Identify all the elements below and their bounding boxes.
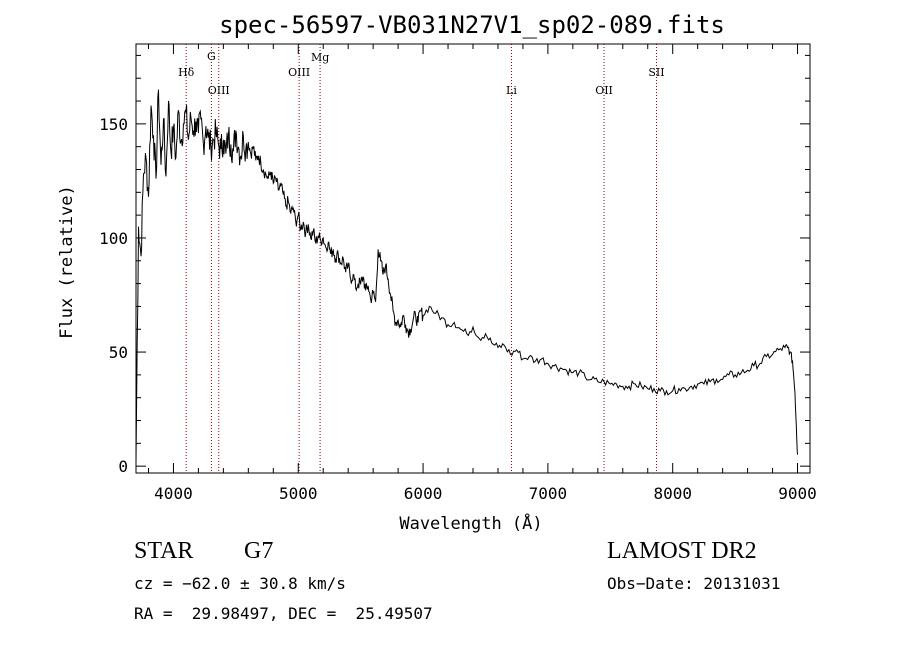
y-tick-label: 150 <box>99 115 128 134</box>
x-tick-label: 9000 <box>778 484 817 503</box>
x-axis-label: Wavelength (Å) <box>399 512 542 534</box>
spectral-line-label: Li <box>506 84 517 97</box>
spectrum-chart: spec-56597-VB031N27V1_sp02-089.fits Flux… <box>57 11 817 534</box>
spectral-line-label: OIII <box>288 66 310 79</box>
y-tick-label: 0 <box>118 457 128 476</box>
y-tick-label: 50 <box>109 343 128 362</box>
coordinates-text: RA = 29.98497, DEC = 25.49507 <box>134 604 433 623</box>
spectrum-line <box>135 89 798 462</box>
x-tick-label: 5000 <box>279 484 318 503</box>
obs-date-text: Obs−Date: 20131031 <box>607 574 781 593</box>
y-tick-label: 100 <box>99 229 128 248</box>
spectral-line-label: Mg <box>311 51 329 64</box>
x-tick-label: 4000 <box>154 484 193 503</box>
plot-frame <box>135 43 811 474</box>
y-axis-label: Flux (relative) <box>57 185 77 339</box>
spectral-line-label: SII <box>648 66 664 79</box>
x-tick-label: 6000 <box>404 484 443 503</box>
spectral-line-label: G <box>207 50 216 63</box>
spectral-line-label: OIII <box>208 84 230 97</box>
chart-title: spec-56597-VB031N27V1_sp02-089.fits <box>219 11 725 39</box>
object-subclass: G7 <box>244 538 274 564</box>
spectral-line-label: OII <box>595 84 613 97</box>
redshift-text: cz = −62.0 ± 30.8 km/s <box>134 574 346 593</box>
spectral-line-label: Hδ <box>178 66 195 79</box>
object-class: STAR <box>134 538 194 564</box>
x-tick-label: 8000 <box>653 484 692 503</box>
survey-label: LAMOST DR2 <box>607 538 757 564</box>
x-tick-label: 7000 <box>529 484 568 503</box>
